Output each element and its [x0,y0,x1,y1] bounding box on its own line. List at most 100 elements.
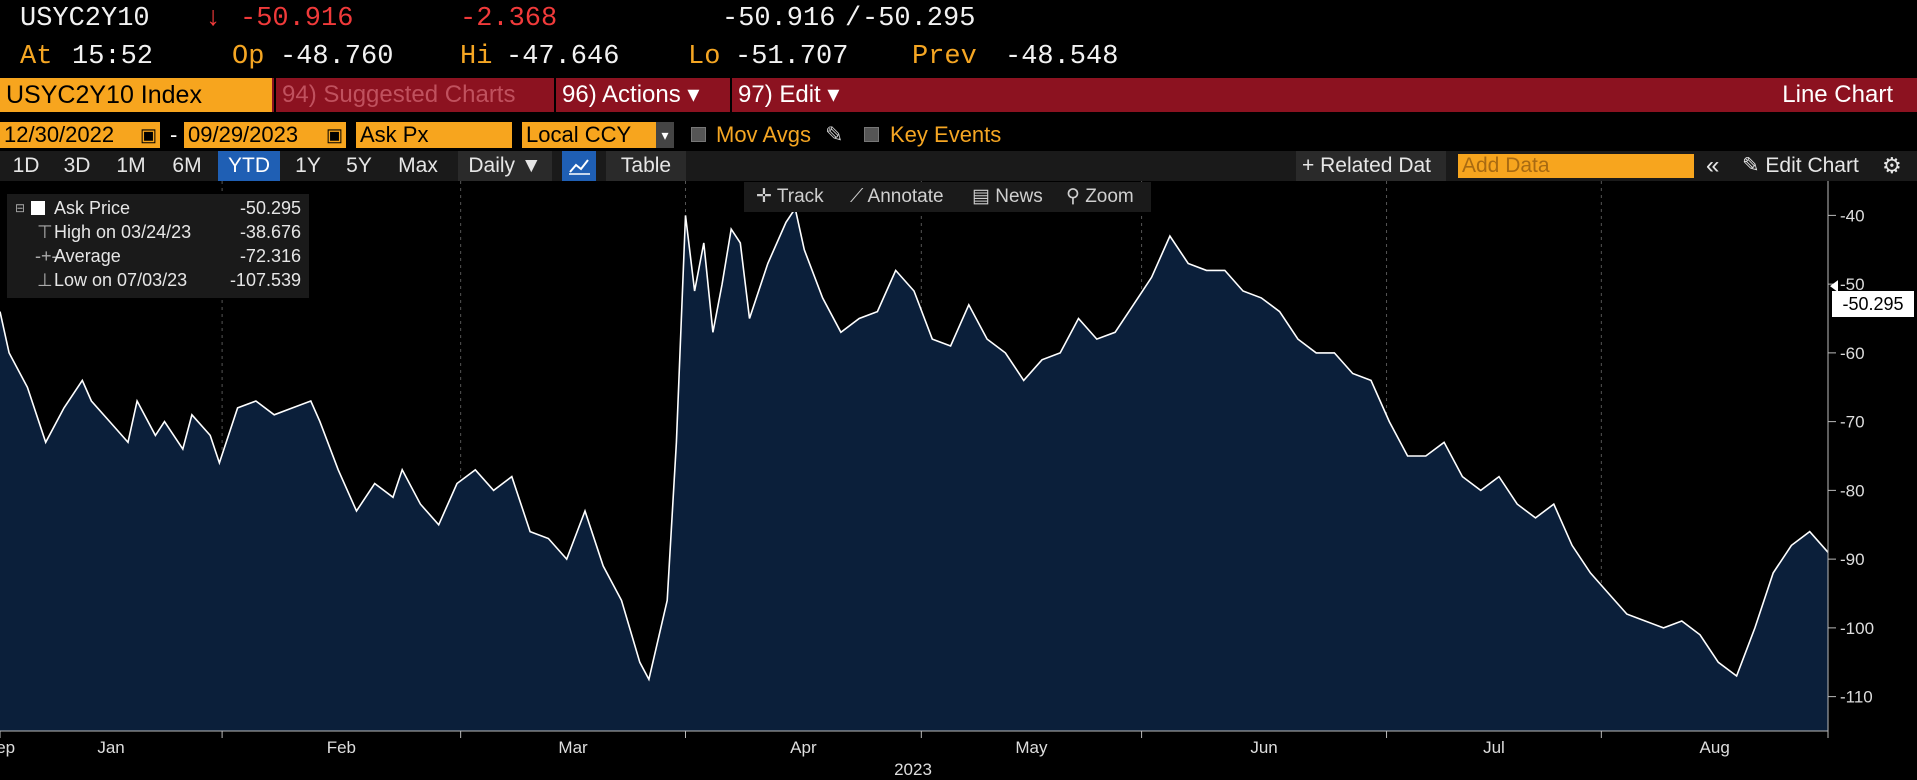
high-value: -47.646 [506,42,620,72]
suggested-charts-button[interactable]: 94) Suggested Charts [274,78,554,112]
chart-tools-bar: ✛ Track ⟋ Annotate ▤ News ⚲ Zoom [744,182,1151,212]
series-line [0,206,1829,682]
end-date-value: 09/29/2023 [188,122,299,147]
legend-low-value: -107.539 [229,270,301,290]
edit-menu[interactable]: 97) Edit ▾ [730,78,860,112]
quote-header: USYC2Y10 ↓ -50.916 -2.368 -50.916 / -50.… [0,0,1917,78]
start-date-field[interactable]: 12/30/2022 ▣ [0,122,160,148]
table-button[interactable]: Table [606,151,686,181]
bid-price: -50.916 [722,4,836,34]
currency-value: Local CCY [526,122,632,147]
x-tick-label-may: May [1015,738,1048,757]
key-events-checkbox[interactable] [864,127,879,142]
period-1m[interactable]: 1M [116,154,146,177]
open-value: -48.760 [280,42,394,72]
prev-value: -48.548 [1005,42,1119,72]
x-tick-label-aug: Aug [1700,738,1730,757]
legend-average-value: -72.316 [239,246,301,266]
collapse-tree-icon[interactable]: ⊟ [15,201,26,215]
date-range-dash: - [170,122,178,147]
legend-row-low: ⊥ Low on 07/03/23 -107.539 [7,268,309,292]
last-price-pointer [1830,280,1838,293]
x-tick-label-feb: Feb [327,738,356,757]
y-tick-label: -70 [1840,413,1865,432]
ask-price: -50.295 [862,4,976,34]
period-3d[interactable]: 3D [63,154,91,177]
actions-menu[interactable]: 96) Actions ▾ [554,78,730,112]
line-chart-icon[interactable] [562,151,596,181]
x-tick-label-jul: Jul [1483,738,1505,757]
time-label: At [20,42,53,72]
chevron-down-icon[interactable]: ▾ [656,122,674,148]
currency-select[interactable]: Local CCY ▾ [522,122,674,148]
low-value: -51.707 [735,42,849,72]
pencil-icon[interactable]: ✎ [825,122,844,147]
calendar-icon[interactable]: ▣ [139,125,157,145]
legend-low-label: Low on 07/03/23 [54,270,188,290]
last-price-tag: -50.295 [1832,291,1914,317]
edit-chart-button[interactable]: ✎ Edit Chart [1742,154,1859,177]
down-arrow-icon: ↓ [205,4,222,34]
y-tick-label: -60 [1840,344,1865,363]
legend-row-series: ⊟ Ask Price -50.295 [7,196,309,220]
x-tick-label-apr: Apr [790,738,817,757]
key-events-label: Key Events [890,122,1002,147]
legend-high-label: High on 03/24/23 [54,222,192,242]
mov-avgs-checkbox[interactable] [691,127,706,142]
annotate-button[interactable]: ⟋ Annotate [850,186,944,207]
high-label: Hi [460,42,493,72]
open-label: Op [232,42,265,72]
period-1d[interactable]: 1D [12,154,40,177]
prev-label: Prev [912,42,977,72]
x-axis-title: 2023 [894,760,932,779]
related-data-button[interactable]: + Related Dat [1296,151,1446,181]
add-data-input[interactable]: Add Data [1458,154,1694,178]
end-date-field[interactable]: 09/29/2023 ▣ [184,122,346,148]
last-price: -50.916 [240,4,354,34]
x-tick-label-jan: Jan [97,738,124,757]
news-button[interactable]: ▤ News [972,186,1043,207]
security-field[interactable]: USYC2Y10 Index [0,78,272,112]
y-tick-label: -110 [1840,688,1873,707]
legend-series-label: Ask Price [54,198,131,218]
zoom-button[interactable]: ⚲ Zoom [1066,186,1134,207]
bid-ask-separator: / [845,4,862,34]
collapse-icon[interactable]: « [1706,152,1720,179]
average-marker-icon: -+- [35,246,58,266]
y-tick-label: -80 [1840,481,1865,500]
period-max[interactable]: Max [398,154,438,177]
legend-average-label: Average [54,246,121,266]
x-tick-label-sep: Sep [0,738,15,757]
period-1y[interactable]: 1Y [295,154,321,177]
chart-legend[interactable]: ⊟ Ask Price -50.295 ⊤ High on 03/24/23 -… [7,194,309,298]
x-tick-label-mar: Mar [558,738,588,757]
start-date-value: 12/30/2022 [4,122,115,147]
chart-canvas[interactable]: -40 -50 -60 -70 -80 -90 -100 -110 Jan Feb Mar Apr Ma… [0,181,1917,780]
legend-series-value: -50.295 [239,198,301,218]
legend-high-value: -38.676 [239,222,301,242]
low-label: Lo [688,42,721,72]
quote-time: 15:52 [72,42,154,72]
y-tick-label: -100 [1840,619,1874,638]
x-tick-label-jun: Jun [1250,738,1277,757]
series-color-swatch [31,201,45,215]
track-button[interactable]: ✛ Track [756,186,824,207]
calendar-icon[interactable]: ▣ [325,125,343,145]
frequency-select[interactable]: Daily ▼ [458,151,552,181]
menu-bar [0,78,1917,112]
mov-avgs-label: Mov Avgs [716,122,811,147]
period-6m[interactable]: 6M [172,154,202,177]
price-field-select[interactable]: Ask Px [356,122,512,148]
low-marker-icon: ⊥ [37,270,53,290]
legend-row-high: ⊤ High on 03/24/23 -38.676 [7,220,309,244]
period-5y[interactable]: 5Y [346,154,372,177]
gear-icon[interactable]: ⚙ [1882,153,1902,178]
y-tick-label: -50 [1840,275,1865,294]
ticker-symbol: USYC2Y10 [20,4,150,34]
y-tick-label: -40 [1840,206,1865,225]
high-marker-icon: ⊤ [37,222,53,242]
net-change: -2.368 [460,4,558,34]
chart-type-label: Line Chart [1782,81,1893,108]
y-tick-label: -90 [1840,550,1865,569]
period-ytd[interactable]: YTD [218,151,280,181]
